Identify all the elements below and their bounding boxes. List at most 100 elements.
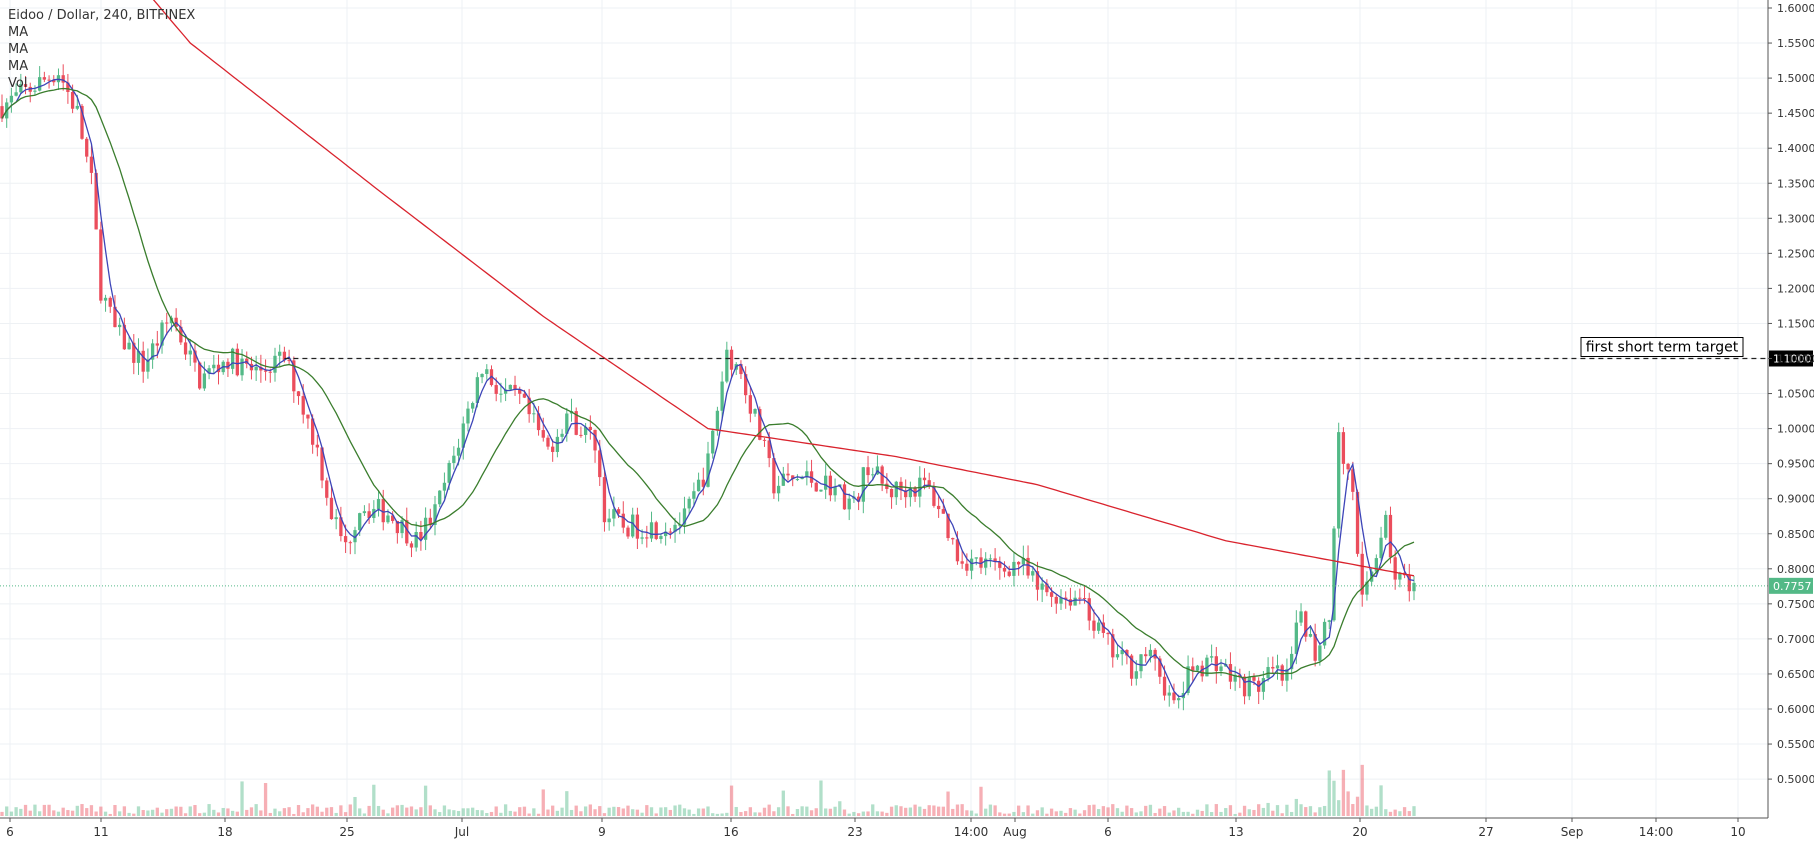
candle [400,516,404,539]
indicator-volume[interactable]: Vol [8,76,28,91]
candle [409,541,414,558]
volume-bar [1078,813,1082,816]
candle [1106,632,1110,645]
candle [748,386,753,423]
volume-bar [395,805,400,816]
volume-bar [885,812,889,816]
candle [1002,561,1007,578]
candle [828,471,833,502]
candle [1125,649,1129,665]
volume-bar [503,804,508,816]
candle [1144,646,1148,663]
time-tick-label: 13 [1228,825,1243,839]
candle [1275,654,1280,680]
candle [1120,641,1124,666]
candle [367,503,371,524]
volume-bar [127,812,131,816]
volume-bar [668,809,672,816]
ma-mid-line [1,87,1415,679]
volume-bar [673,805,677,816]
volume-bar [66,810,70,816]
candle [969,549,974,580]
volume-bar [819,780,823,816]
candle [1031,565,1035,582]
volume-bar [1252,809,1256,816]
volume-bar [1275,805,1280,816]
price-tick-label: 0.6000 [1777,703,1814,716]
volume-bar [0,811,4,816]
candle [391,511,395,524]
candle [1195,664,1200,672]
candle [1200,660,1204,682]
candle [682,496,687,534]
volume-bar [155,807,159,816]
volume-bar [649,807,654,816]
target-annotation-text: first short term target [1586,340,1739,356]
volume-bar [1337,800,1341,816]
symbol-title[interactable]: Eidoo / Dollar, 240, BITFINEX [8,8,196,23]
volume-bar [1054,811,1058,816]
time-tick-label: 14:00 [954,825,989,839]
volume-bar [1120,811,1124,816]
volume-bar [499,812,503,816]
volume-bar [339,805,343,816]
volume-bar [433,809,437,816]
volume-bar [1031,813,1035,816]
volume-bar [287,807,291,816]
candle [885,473,889,494]
candle [108,296,112,313]
volume-bar [461,808,465,816]
volume-bar [85,808,89,816]
volume-bar [165,809,169,816]
volume-bar [282,808,287,816]
indicator-ma-mid[interactable]: MA [8,42,29,57]
candle [1238,668,1242,689]
candle [292,356,296,403]
candle [485,364,489,380]
volume-bar [183,813,188,816]
time-tick-label: 18 [217,825,232,839]
candle [334,508,338,530]
candle [899,477,903,501]
candle [19,73,23,94]
volume-bar [1247,809,1251,816]
volume-bar [932,805,936,816]
volume-bar [28,810,32,816]
candle [711,429,715,459]
candle [753,408,757,417]
volume-bar [169,808,174,816]
target-annotation[interactable]: first short term target [1580,337,1744,357]
volume-bar [1384,809,1388,816]
ma-fast-line [1,78,1415,698]
volume-bar [1186,811,1190,816]
volume-bar [1238,812,1242,816]
volume-bar [1374,806,1378,816]
candle [193,342,197,372]
volume-bar [198,813,202,816]
volume-bar [744,811,748,816]
volume-bar [70,810,75,816]
candle [235,343,239,377]
volume-bar [362,813,367,816]
volume-bar [452,810,456,816]
volume-bar [113,804,117,816]
candle [150,339,155,369]
volume-bar [1045,813,1049,816]
candle [1148,644,1153,663]
volume-bar [56,811,61,816]
volume-bar [663,807,668,816]
candle [612,496,616,527]
last-price-label: 0.7757 [1769,577,1813,594]
candle [423,507,428,551]
indicator-ma-slow[interactable]: MA [8,59,29,74]
volume-bar [89,805,94,816]
volume-bar [791,813,795,816]
candle [9,87,14,113]
candle [1285,658,1289,692]
volume-bar [471,807,475,816]
candle [1337,422,1341,538]
indicator-ma-fast[interactable]: MA [8,25,29,40]
volume-bar [706,806,710,816]
